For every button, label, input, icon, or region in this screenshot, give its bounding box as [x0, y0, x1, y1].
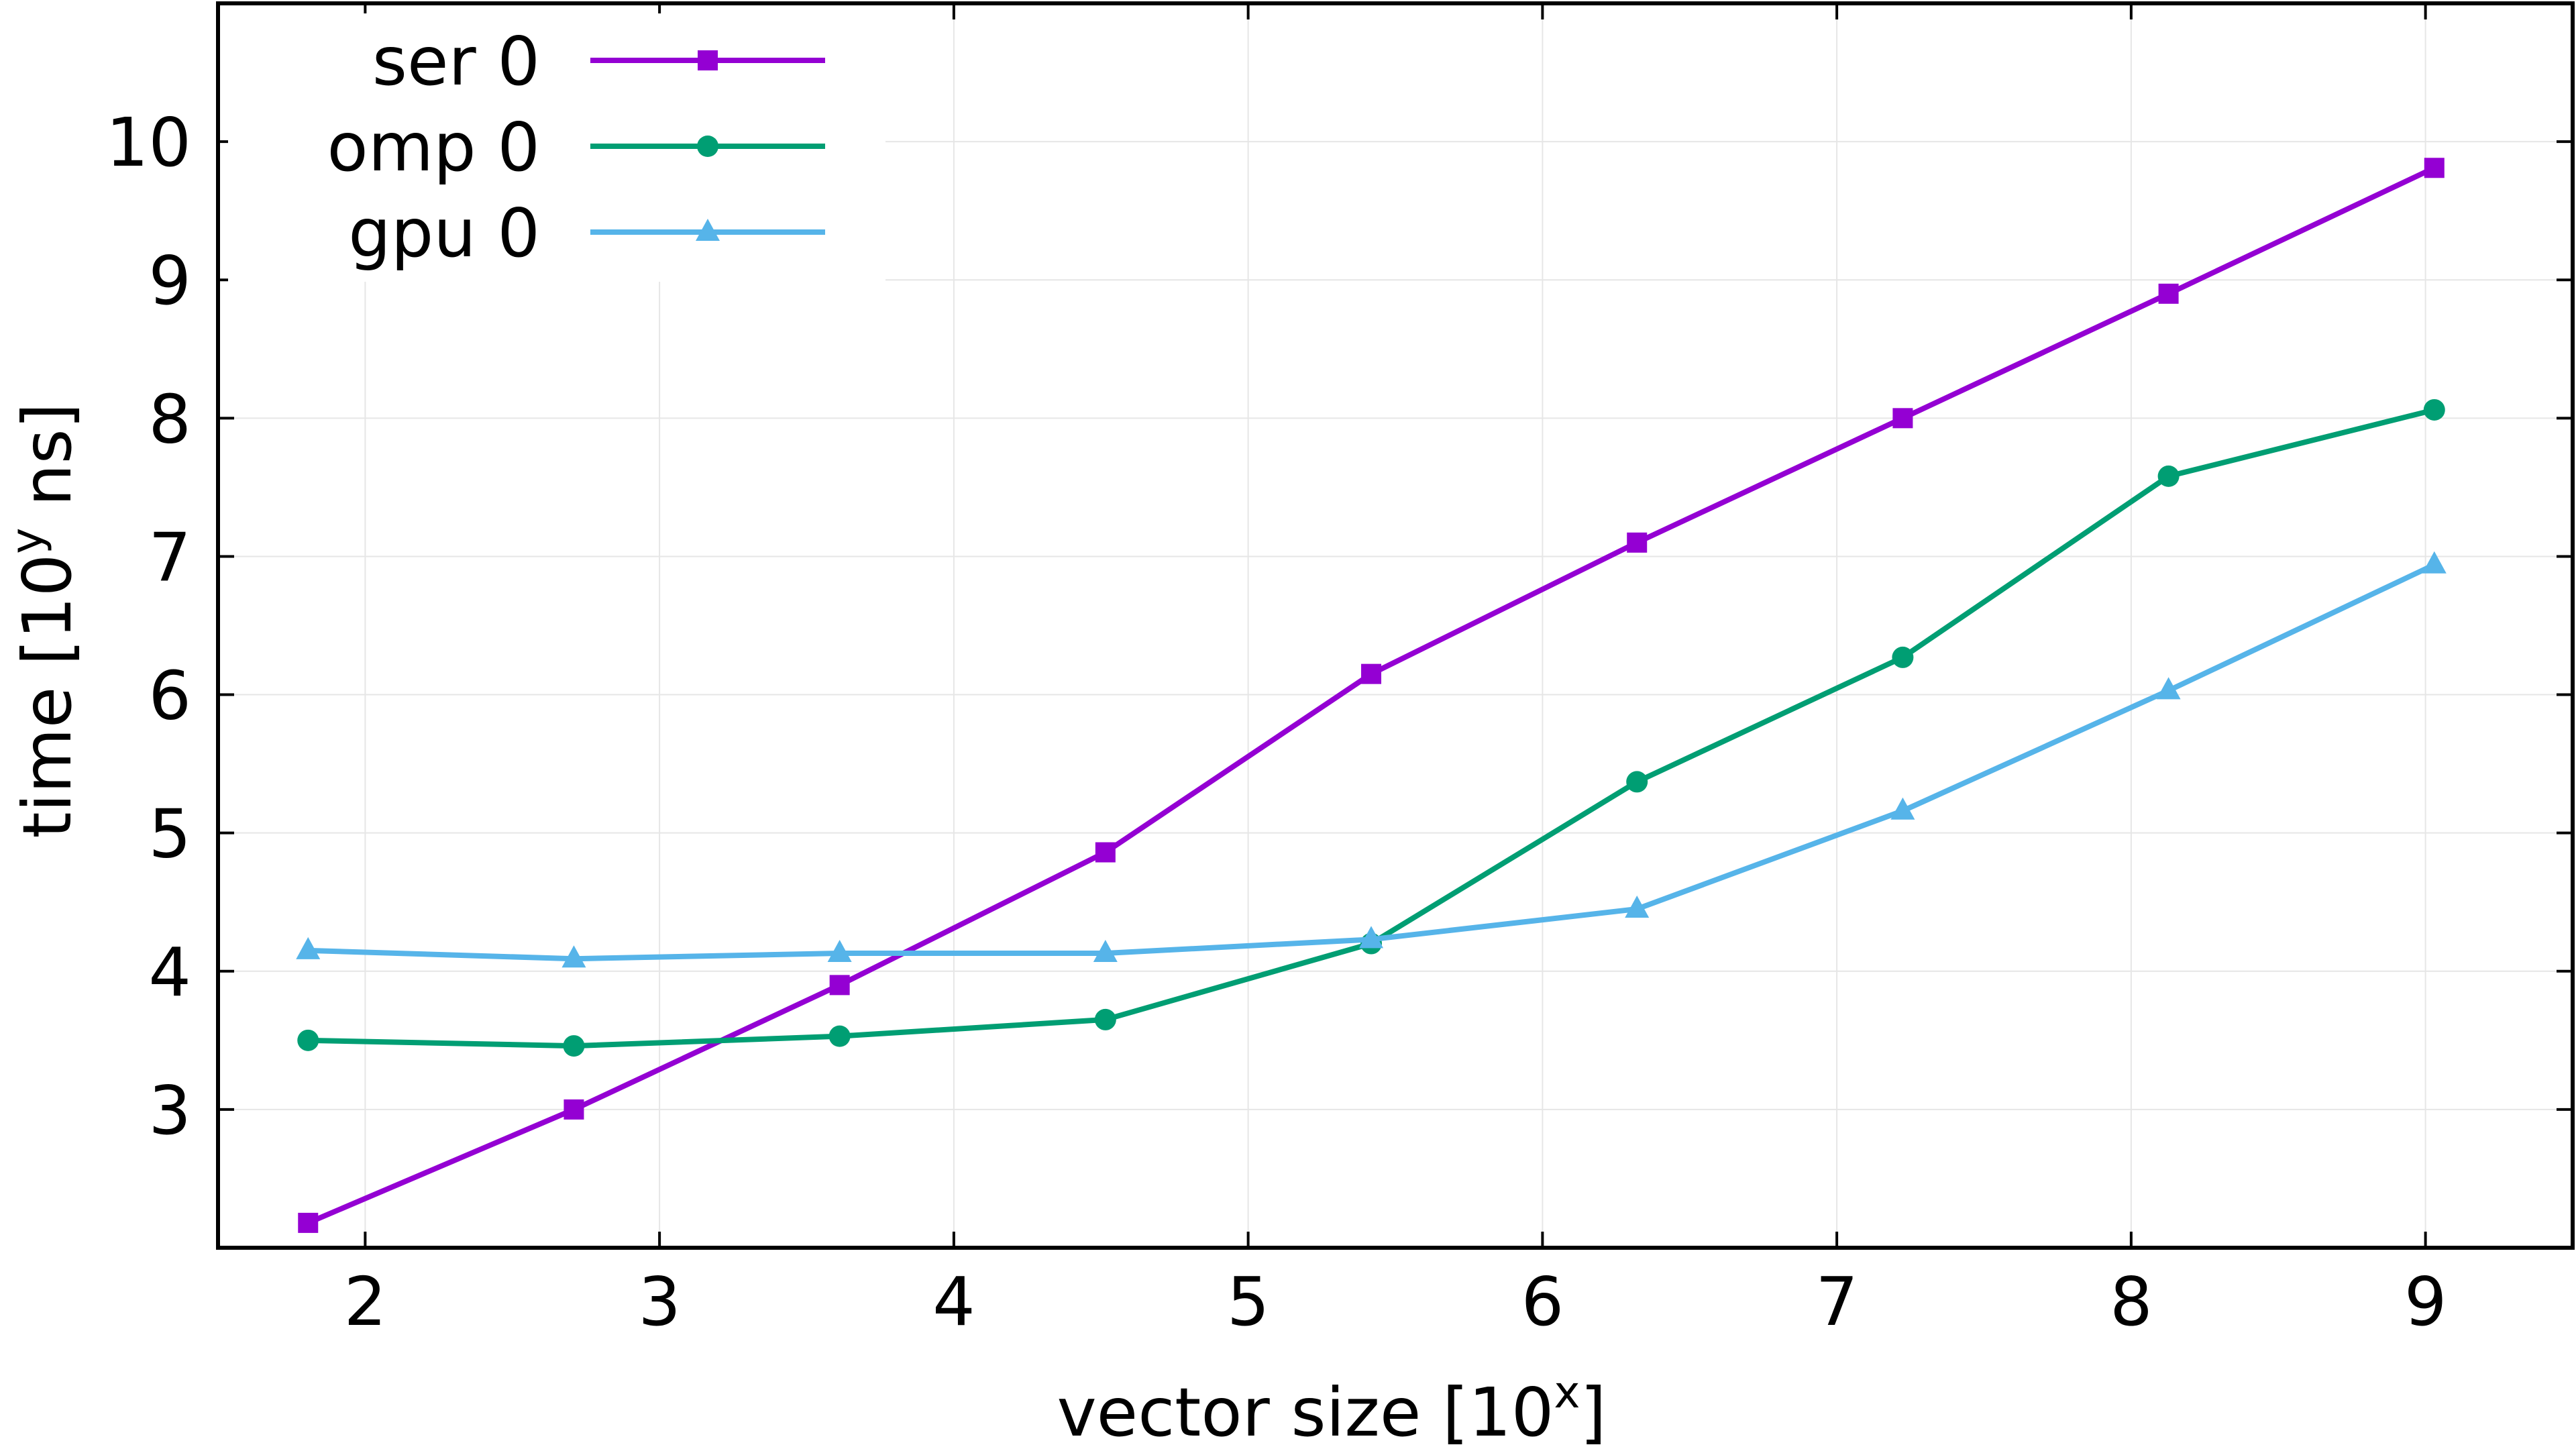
x-tick-label: 5: [1227, 1263, 1270, 1341]
x-tick-label: 7: [1815, 1263, 1858, 1341]
data-point: [1359, 926, 1384, 949]
data-point: [1095, 842, 1116, 863]
data-point: [2423, 398, 2445, 421]
data-point: [1890, 797, 1915, 820]
data-point: [2422, 551, 2447, 574]
axis-ticks: 2 3 4 5 6 7 8 9 3 4 5 6 7 8 9 10: [106, 3, 2573, 1341]
data-point: [828, 1025, 851, 1047]
data-point: [1093, 939, 1118, 962]
x-tick-label: 9: [2404, 1263, 2447, 1341]
legend-label: ser 0: [372, 22, 540, 101]
x-tick-label: 8: [2110, 1263, 2153, 1341]
data-point: [296, 936, 321, 959]
data-point: [829, 975, 850, 996]
x-tick-label: 2: [344, 1263, 387, 1341]
data-point: [2158, 283, 2179, 304]
data-series: [296, 158, 2447, 1233]
y-tick-label: 10: [106, 103, 191, 182]
series-line: [308, 562, 2436, 962]
series-line: [307, 165, 2436, 1226]
data-point: [1626, 771, 1648, 793]
data-point: [297, 1029, 319, 1051]
x-tick-label: 4: [932, 1263, 975, 1341]
data-point: [1625, 896, 1650, 918]
data-point: [564, 1099, 584, 1120]
y-tick-label: 8: [148, 380, 191, 458]
series-ser-0: [298, 158, 2445, 1233]
x-tick-label: 6: [1521, 1263, 1564, 1341]
y-tick-label: 6: [148, 657, 191, 735]
x-tick-label: 3: [638, 1263, 681, 1341]
data-point: [827, 939, 852, 962]
y-tick-label: 4: [148, 933, 191, 1012]
legend-marker: [698, 50, 718, 70]
legend-label: omp 0: [327, 108, 540, 186]
data-point: [2156, 677, 2181, 700]
y-tick-label: 5: [148, 795, 191, 873]
data-point: [298, 1212, 319, 1233]
data-point: [2157, 465, 2180, 487]
y-axis-label: time [10y ns]: [1, 402, 87, 838]
data-point: [1627, 532, 1648, 553]
plot-frame: [216, 1, 2575, 1250]
legend-marker: [696, 219, 720, 241]
x-axis-label: vector size [10x]: [1057, 1366, 1607, 1449]
grid-lines: [218, 3, 2573, 1248]
data-point: [1094, 1008, 1116, 1030]
y-tick-label: 3: [148, 1071, 191, 1150]
data-point: [2424, 158, 2445, 178]
data-point: [1361, 663, 1382, 684]
legend-marker: [697, 136, 718, 157]
y-tick-label: 7: [148, 518, 191, 596]
data-point: [1892, 646, 1914, 668]
data-point: [561, 945, 586, 968]
data-point: [1892, 408, 1913, 429]
data-point: [563, 1035, 585, 1057]
series-gpu-0: [296, 551, 2447, 968]
y-tick-label: 9: [148, 241, 191, 320]
legend-label: gpu 0: [348, 194, 540, 272]
